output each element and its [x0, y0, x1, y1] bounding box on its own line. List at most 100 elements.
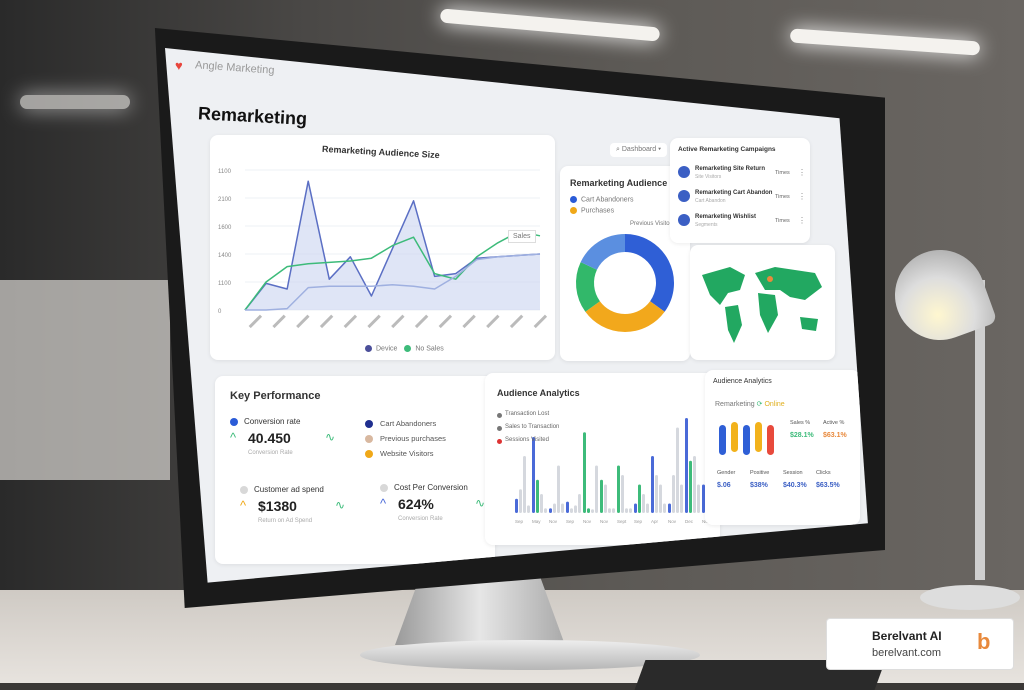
bar — [595, 465, 598, 513]
search-button[interactable]: ⌕ Dashboard ▾ — [610, 143, 668, 157]
donut-slice — [576, 262, 601, 312]
campaign-value: Times — [775, 170, 790, 176]
bar — [527, 505, 530, 513]
kpi-value: 40.450 — [248, 430, 291, 446]
mini-title: Audience Analytics — [713, 378, 772, 385]
kpi-legend-label: Website Visitors — [380, 449, 434, 458]
mini-tag: Remarketing ⟳ Online — [715, 401, 785, 408]
bar — [570, 508, 573, 513]
kpi-title: Key Performance — [230, 390, 321, 402]
donut-chart — [576, 234, 674, 332]
campaign-name: Remarketing Site Return — [695, 166, 766, 172]
refresh-icon[interactable]: ⟳ — [756, 401, 763, 408]
x-tick-label: Nov — [549, 519, 558, 524]
campaigns-title: Active Remarketing Campaigns — [678, 146, 776, 153]
campaign-sub: Cart Abandon — [695, 198, 726, 204]
dashboard-screen: ♥ Angle Marketing Remarketing Remarketin… — [165, 48, 868, 583]
bar — [591, 509, 594, 513]
y-tick-label: 1100 — [218, 281, 232, 287]
bar — [578, 494, 581, 513]
kpi-legend-label: Cart Abandoners — [380, 419, 437, 428]
kpi-dot — [230, 418, 238, 426]
audience-size-panel: Remarketing Audience Size 0 1100 1400 1600 2… — [210, 135, 555, 360]
series-line-2 — [245, 253, 541, 311]
kpi-label: Customer ad spend — [254, 485, 324, 494]
trend-arrow-icon: ^ — [230, 430, 237, 445]
kpi-sub: Return on Ad Spend — [258, 518, 313, 524]
chart-tooltip: Sales — [508, 230, 536, 243]
watermark-url: berelvant.com — [872, 647, 942, 659]
bar — [515, 498, 518, 513]
campaign-menu-icon[interactable]: ⋮ — [798, 216, 806, 225]
x-tick-label — [486, 314, 500, 329]
x-tick-label — [296, 314, 310, 329]
legend-dot — [365, 420, 373, 428]
y-tick-label: 2100 — [218, 197, 232, 203]
mini-stat-value: $28.1% — [790, 432, 814, 439]
donut-slice — [580, 234, 626, 271]
bar — [638, 484, 641, 513]
bar — [642, 494, 645, 513]
audience-bar-chart: SepMayNovSepNovNovSeptSepAprNovDecNov — [515, 418, 717, 524]
mini-bar — [719, 425, 726, 455]
bar — [604, 484, 607, 513]
x-tick-label: Nov — [668, 519, 677, 524]
campaign-sub: Segments — [695, 222, 718, 228]
lamp-base — [920, 585, 1020, 610]
bar — [574, 505, 577, 513]
kpi-sub: Conversion Rate — [248, 450, 293, 456]
campaign-name: Remarketing Wishlist — [695, 214, 756, 220]
campaign-menu-icon[interactable]: ⋮ — [798, 192, 806, 201]
lamp — [975, 280, 985, 580]
x-tick-label — [414, 314, 429, 329]
kpi-sub: Conversion Rate — [398, 516, 443, 522]
campaign-avatar-icon — [678, 166, 690, 178]
mini-bar — [743, 425, 750, 455]
bar — [608, 508, 611, 513]
page-title: Remarketing — [197, 103, 308, 129]
bar — [680, 484, 683, 513]
bar — [617, 465, 620, 513]
mini-bottom-value: $63.5% — [816, 482, 840, 489]
x-tick-label: May — [532, 519, 541, 524]
mini-bar — [731, 422, 738, 452]
campaign-value: Times — [775, 218, 790, 224]
x-tick-label: Sept — [617, 519, 627, 524]
bar — [668, 503, 671, 513]
bar — [625, 508, 628, 513]
mini-bottom-value: $.06 — [717, 482, 731, 489]
legend-dot — [497, 439, 502, 444]
audience-analytics-panel: Audience Analytics Sep May Nov Sep Nov Nov Sep… — [485, 373, 720, 545]
legend-dot — [497, 413, 502, 418]
world-map-panel — [690, 245, 835, 360]
mini-stat-label: Sales % — [790, 420, 811, 426]
kpi-label: Conversion rate — [244, 417, 301, 426]
bar — [532, 437, 535, 513]
brand-logo-icon: ♥ — [175, 58, 183, 73]
bar — [519, 489, 522, 513]
x-tick-label — [391, 314, 405, 329]
campaign-menu-icon[interactable]: ⋮ — [798, 168, 806, 177]
bar — [646, 503, 649, 513]
y-tick-label: 0 — [218, 309, 222, 315]
bar — [697, 484, 700, 513]
legend-dot-no-sales — [404, 345, 412, 352]
bar — [536, 479, 539, 513]
bar — [651, 456, 654, 513]
bar — [587, 508, 590, 513]
campaign-value: Times — [775, 194, 790, 200]
series-area — [245, 181, 540, 310]
bar — [693, 456, 696, 513]
mini-bar — [767, 425, 774, 455]
donut-slice — [624, 234, 674, 312]
bar — [561, 503, 564, 513]
sparkline-icon: ∿ — [475, 496, 486, 510]
mini-bottom-label: Clicks — [816, 470, 831, 476]
kpi-label: Cost Per Conversion — [394, 483, 468, 492]
x-tick-label — [248, 314, 263, 329]
bar — [557, 465, 560, 513]
campaigns-panel: Active Remarketing Campaigns Remarketing… — [670, 138, 810, 243]
x-tick-label — [367, 314, 381, 329]
y-tick-label: 1400 — [218, 253, 232, 259]
mini-bottom-value: $38% — [750, 482, 768, 489]
